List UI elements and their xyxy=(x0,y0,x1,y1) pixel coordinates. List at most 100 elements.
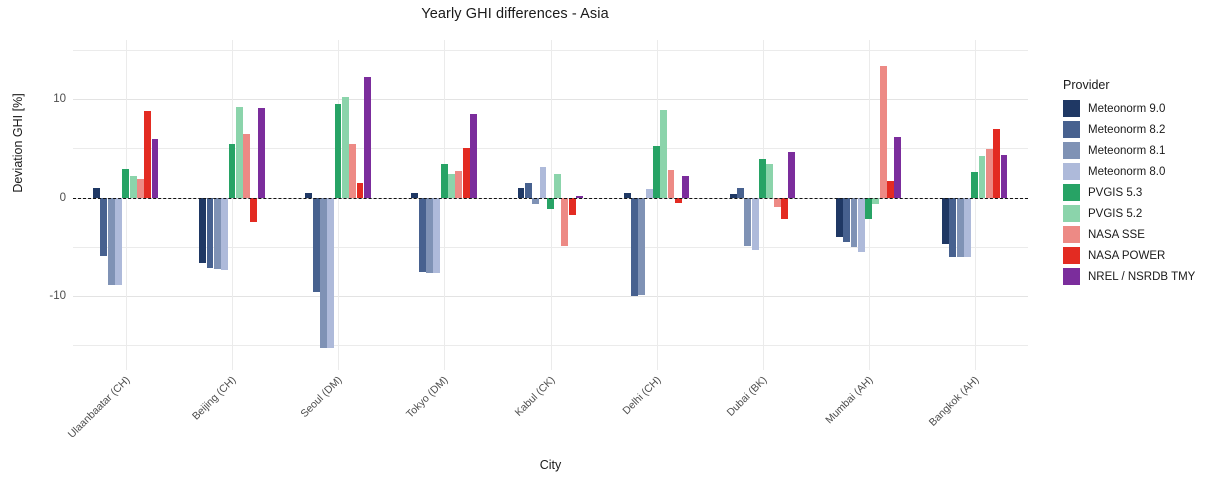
legend-item-label: NREL / NSRDB TMY xyxy=(1088,270,1196,283)
bar xyxy=(949,197,957,257)
x-axis-tick-label: Mumbai (AH) xyxy=(823,374,876,427)
bar xyxy=(751,197,759,250)
gridline-vertical xyxy=(338,40,340,370)
legend-color-swatch xyxy=(1063,142,1080,159)
bar xyxy=(576,195,583,198)
legend-color-swatch xyxy=(1063,100,1080,117)
legend-item[interactable]: Meteonorm 8.2 xyxy=(1063,119,1223,140)
bar xyxy=(228,144,236,198)
legend-item[interactable]: Meteonorm 9.0 xyxy=(1063,98,1223,119)
bar xyxy=(137,178,144,198)
bar xyxy=(963,197,971,257)
bar xyxy=(363,77,371,198)
bar xyxy=(257,107,265,198)
legend-item-label: Meteonorm 8.2 xyxy=(1088,123,1166,136)
bar xyxy=(93,187,101,198)
bar xyxy=(835,197,843,237)
ghi-deviation-bar-chart: Yearly GHI differences - Asia 10 0 -10 Dev… xyxy=(0,6,1223,472)
legend-item[interactable]: NASA POWER xyxy=(1063,245,1223,266)
bar xyxy=(546,197,554,209)
legend-item[interactable]: NREL / NSRDB TMY xyxy=(1063,266,1223,287)
bar xyxy=(206,197,214,268)
bar xyxy=(894,136,902,198)
legend-item-label: NASA SSE xyxy=(1088,228,1145,241)
bar xyxy=(213,197,221,269)
bar xyxy=(221,197,229,270)
bar xyxy=(100,197,108,256)
y-axis-label: Deviation GHI [%] xyxy=(11,93,25,193)
bar xyxy=(327,197,335,349)
bar xyxy=(971,172,979,198)
bar xyxy=(349,144,357,198)
x-axis-tick-label: Delhi (CH) xyxy=(619,374,664,418)
gridline-vertical xyxy=(444,40,446,370)
bar xyxy=(539,167,547,198)
x-axis-tick-label: Bangkok (AH) xyxy=(926,374,982,429)
bar xyxy=(411,192,419,198)
x-axis-tick-label: Seoul (DM) xyxy=(298,374,345,421)
x-axis-tick-label: Tokyo (DM) xyxy=(404,374,451,421)
bar xyxy=(517,187,525,198)
bar xyxy=(561,197,569,246)
bar xyxy=(440,164,448,198)
legend-item[interactable]: PVGIS 5.3 xyxy=(1063,182,1223,203)
bar xyxy=(843,197,851,242)
legend-color-swatch xyxy=(1063,268,1080,285)
bar xyxy=(850,197,858,247)
bar xyxy=(554,173,561,198)
legend-item[interactable]: Meteonorm 8.0 xyxy=(1063,161,1223,182)
bar xyxy=(737,187,744,198)
bar xyxy=(623,192,631,198)
bar xyxy=(1000,155,1008,198)
bar xyxy=(660,109,668,198)
gridline-vertical xyxy=(126,40,128,370)
legend-item-label: Meteonorm 9.0 xyxy=(1088,102,1166,115)
bar xyxy=(418,197,426,273)
gridline-vertical xyxy=(656,40,658,370)
bar xyxy=(872,197,880,204)
bar xyxy=(356,182,364,198)
legend-color-swatch xyxy=(1063,247,1080,264)
legend-title: Provider xyxy=(1063,78,1110,92)
bar xyxy=(942,197,949,244)
bar xyxy=(865,197,873,220)
bar xyxy=(320,197,327,349)
bar xyxy=(312,197,320,293)
plot-panel xyxy=(73,40,1028,370)
bar xyxy=(199,197,207,263)
legend-item[interactable]: PVGIS 5.2 xyxy=(1063,203,1223,224)
gridline-vertical xyxy=(974,40,976,370)
y-axis-tick-label: 10 xyxy=(53,93,66,106)
bar xyxy=(426,197,433,274)
legend-item-label: Meteonorm 8.0 xyxy=(1088,165,1166,178)
bar xyxy=(993,128,1001,198)
legend-item-label: PVGIS 5.3 xyxy=(1088,186,1143,199)
bar xyxy=(956,197,964,257)
bar xyxy=(462,148,470,198)
bar xyxy=(334,104,342,198)
bar xyxy=(469,113,477,198)
x-axis-tick-label: Ulaanbaatar (CH) xyxy=(65,374,133,441)
legend-item[interactable]: Meteonorm 8.1 xyxy=(1063,140,1223,161)
bar xyxy=(631,197,638,297)
bar xyxy=(532,197,540,204)
x-axis-tick-label: Kabul (CK) xyxy=(512,374,557,419)
gridline-vertical xyxy=(762,40,764,370)
legend-item-label: NASA POWER xyxy=(1088,249,1166,262)
bar xyxy=(985,149,993,198)
x-axis-tick-label: Dubai (BK) xyxy=(724,374,770,419)
bar xyxy=(115,197,122,286)
legend-item-label: Meteonorm 8.1 xyxy=(1088,144,1166,157)
bar xyxy=(568,197,576,216)
bar xyxy=(857,197,865,252)
legend-color-swatch xyxy=(1063,184,1080,201)
legend-item-label: PVGIS 5.2 xyxy=(1088,207,1143,220)
y-axis-ticks: 10 0 -10 xyxy=(0,40,66,370)
legend-item[interactable]: NASA SSE xyxy=(1063,224,1223,245)
bar xyxy=(652,146,660,198)
bar xyxy=(455,171,463,198)
bar xyxy=(107,197,115,286)
bar xyxy=(433,197,441,274)
legend-color-swatch xyxy=(1063,121,1080,138)
bar xyxy=(766,164,774,198)
